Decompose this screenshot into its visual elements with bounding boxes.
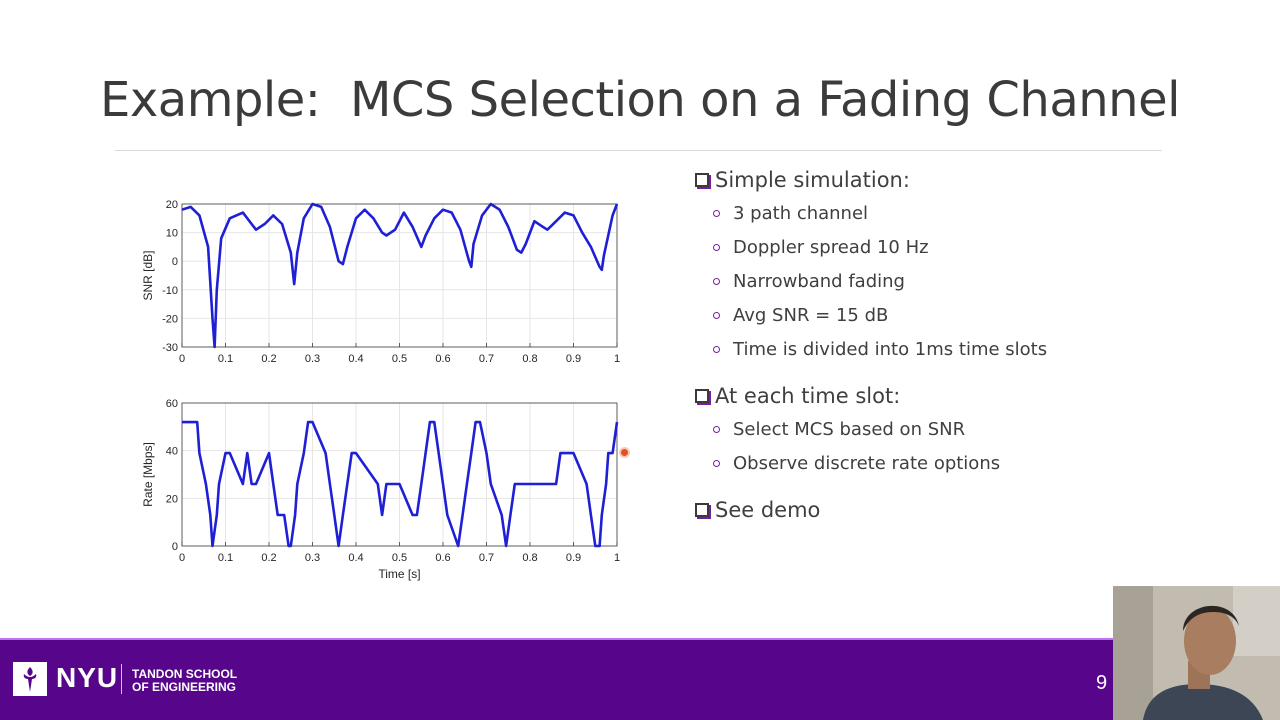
y-tick-label: -10 [162,285,178,297]
sub-bullet-item: Avg SNR = 15 dB [693,298,1113,332]
y-axis-label: Rate [Mbps] [141,442,155,507]
x-tick-label: 1 [614,353,620,365]
checkbox-bullet-icon [695,173,709,187]
y-tick-label: -30 [162,342,178,354]
x-tick-label: 0.4 [348,353,363,365]
x-tick-label: 1 [614,552,620,564]
y-axis-label: SNR [dB] [141,250,155,300]
x-tick-label: 0.5 [392,353,407,365]
x-tick-label: 0.9 [566,552,581,564]
nyu-torch-logo [13,662,47,696]
x-tick-label: 0.6 [435,353,450,365]
bullet-item: Simple simulation: [693,164,1113,196]
x-tick-label: 0.3 [305,552,320,564]
sub-bullet-item: Narrowband fading [693,264,1113,298]
x-tick-label: 0 [179,353,185,365]
x-tick-label: 0.8 [522,353,537,365]
x-tick-label: 0.1 [218,552,233,564]
sub-bullet-item: Observe discrete rate options [693,446,1113,480]
y-tick-label: 60 [166,398,178,410]
y-tick-label: 0 [172,541,178,553]
charts-svg: 0 0.1 0.2 0.3 0.4 0.5 0.6 0.7 0.8 0.9 120100-10-20… [141,199,620,581]
circle-bullet-icon [713,345,720,353]
laser-pointer-dot [621,449,628,456]
circle-bullet-icon [713,243,720,251]
presenter-webcam [1113,586,1280,720]
circle-bullet-icon [713,311,720,319]
y-tick-label: 20 [166,199,178,211]
circle-bullet-icon [713,277,720,285]
y-tick-label: 0 [172,256,178,268]
x-tick-label: 0.4 [348,552,363,564]
bullet-item: See demo [693,494,1113,526]
footer-accent-line [0,638,1280,641]
x-tick-label: 0.7 [479,552,494,564]
bullet-item: At each time slot: [693,380,1113,412]
sub-bullet-item: Select MCS based on SNR [693,412,1113,446]
slide-title: Example: MCS Selection on a Fading Chann… [100,72,1180,128]
x-tick-label: 0.8 [522,552,537,564]
nyu-wordmark: NYU [56,662,119,693]
checkbox-bullet-icon [695,389,709,403]
logo-separator [121,664,122,694]
y-tick-label: -20 [162,313,178,325]
sub-bullet-item: Doppler spread 10 Hz [693,230,1113,264]
circle-bullet-icon [713,425,720,433]
x-tick-label: 0.6 [435,552,450,564]
x-tick-label: 0 [179,552,185,564]
circle-bullet-icon [713,459,720,467]
series-line [181,202,619,349]
x-tick-label: 0.9 [566,353,581,365]
y-tick-label: 20 [166,493,178,505]
x-tick-label: 0.3 [305,353,320,365]
bullet-list: Simple simulation: 3 path channel Dopple… [693,164,1113,526]
x-tick-label: 0.2 [261,552,276,564]
school-name: TANDON SCHOOL OF ENGINEERING [132,667,238,694]
series-line [182,420,619,548]
x-tick-label: 0.5 [392,552,407,564]
x-axis-label: Time [s] [378,567,420,581]
x-tick-label: 0.2 [261,353,276,365]
x-tick-label: 0.7 [479,353,494,365]
circle-bullet-icon [713,209,720,217]
charts-area: 0 0.1 0.2 0.3 0.4 0.5 0.6 0.7 0.8 0.9 1 20 10 0 -10 -20… [130,190,640,590]
sub-bullet-item: Time is divided into 1ms time slots [693,332,1113,366]
y-tick-label: 40 [166,446,178,458]
checkbox-bullet-icon [695,503,709,517]
page-number: 9 [1096,672,1108,694]
title-divider [115,150,1162,151]
sub-bullet-item: 3 path channel [693,196,1113,230]
footer-bar [0,640,1280,720]
x-tick-label: 0.1 [218,353,233,365]
y-tick-label: 10 [166,228,178,240]
